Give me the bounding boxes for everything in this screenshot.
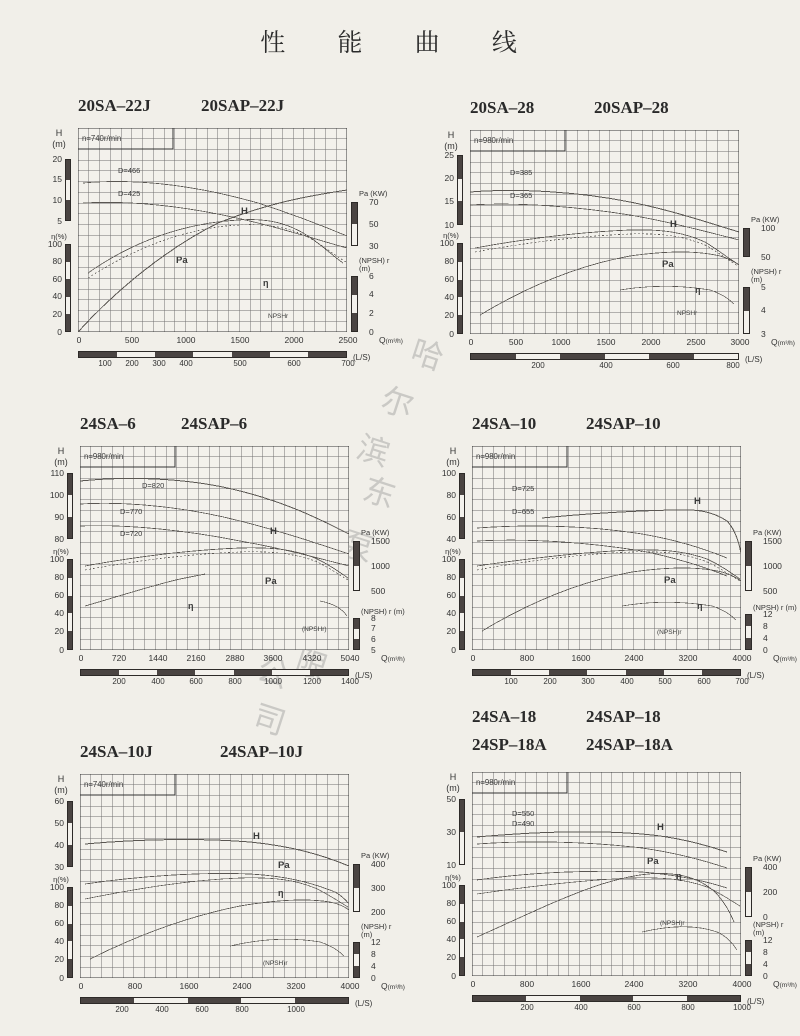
svg-text:n=740r/min: n=740r/min <box>84 780 123 789</box>
svg-text:D=490: D=490 <box>512 819 534 828</box>
svg-text:η: η <box>695 285 701 295</box>
svg-text:(NPSHr): (NPSHr) <box>302 626 327 633</box>
svg-text:D=550: D=550 <box>512 809 534 818</box>
svg-text:D=655: D=655 <box>512 507 534 516</box>
svg-text:D=725: D=725 <box>512 484 534 493</box>
svg-text:(NPSH)r: (NPSH)r <box>263 960 288 967</box>
svg-text:D=466: D=466 <box>118 166 140 175</box>
svg-text:Pa: Pa <box>647 856 659 867</box>
svg-text:η: η <box>278 888 284 898</box>
svg-text:H: H <box>253 831 260 842</box>
svg-text:Pa: Pa <box>278 860 290 871</box>
svg-text:D=365: D=365 <box>510 191 532 200</box>
svg-text:Pa: Pa <box>662 259 674 270</box>
svg-text:NPSHr: NPSHr <box>268 313 289 320</box>
svg-text:D=770: D=770 <box>120 507 142 516</box>
svg-text:Pa: Pa <box>176 255 188 266</box>
svg-text:Pa: Pa <box>265 576 277 587</box>
svg-text:η: η <box>263 278 269 288</box>
svg-text:(NPSH)r: (NPSH)r <box>660 920 685 927</box>
svg-text:H: H <box>694 496 701 507</box>
svg-text:n=980r/min: n=980r/min <box>476 452 515 461</box>
svg-text:NPSHr: NPSHr <box>677 310 698 317</box>
svg-text:H: H <box>270 526 277 537</box>
svg-text:D=820: D=820 <box>142 481 164 490</box>
svg-text:n=980r/min: n=980r/min <box>474 136 513 145</box>
svg-text:H: H <box>670 219 677 230</box>
svg-text:Pa: Pa <box>664 575 676 586</box>
svg-text:D=385: D=385 <box>510 168 532 177</box>
svg-text:n=980r/min: n=980r/min <box>84 452 123 461</box>
svg-text:η: η <box>188 601 194 611</box>
svg-text:D=720: D=720 <box>120 529 142 538</box>
svg-text:n=740r/min: n=740r/min <box>82 134 121 143</box>
svg-text:η: η <box>697 601 703 611</box>
svg-text:H: H <box>657 822 664 833</box>
svg-text:n=980r/min: n=980r/min <box>476 778 515 787</box>
svg-text:H: H <box>241 206 248 217</box>
svg-text:η: η <box>676 871 682 881</box>
svg-text:(NPSH)r: (NPSH)r <box>657 629 682 636</box>
svg-text:D=425: D=425 <box>118 189 140 198</box>
